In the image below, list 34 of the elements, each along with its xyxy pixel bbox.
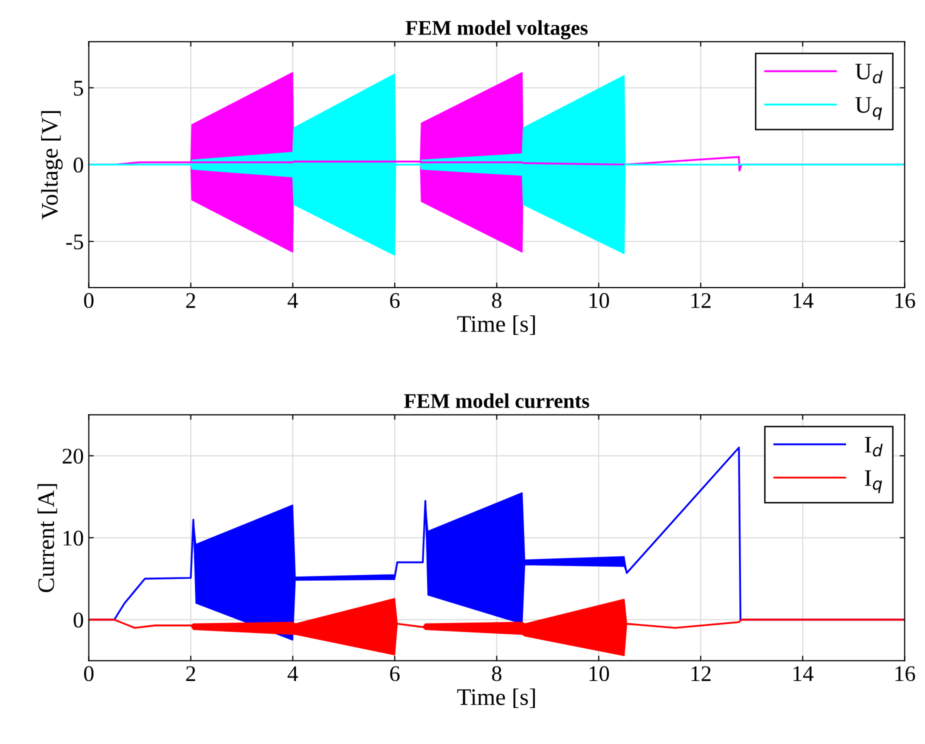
x-tick-label: 8 (492, 666, 502, 682)
x-tick-label: 14 (794, 666, 814, 681)
x-tick-label: 12 (692, 293, 711, 308)
y-axis-title: Current [A] (38, 484, 58, 592)
y-tick-label: 0 (74, 612, 84, 628)
legend-label: I$_{d}$ (864, 436, 883, 457)
x-tick-label: 8 (492, 293, 502, 308)
x-tick-label: 12 (692, 666, 711, 681)
x-tick-label: 6 (390, 666, 400, 682)
x-tick-label: 2 (186, 666, 196, 681)
legend-label: U$_{d}$ (855, 64, 883, 84)
x-tick-label: 16 (895, 293, 916, 308)
legend-label: U$_{q}$ (855, 97, 882, 120)
x-tick-label: 10 (590, 666, 609, 682)
x-tick-label: 2 (186, 293, 196, 308)
chart-title: FEM model currents (404, 393, 590, 408)
y-tick-label: -5 (66, 234, 84, 250)
legend-label: I$_{q}$ (864, 470, 882, 494)
y-tick-label: 20 (62, 448, 84, 464)
y-tick-label: 10 (64, 530, 84, 546)
x-tick-label: 16 (895, 666, 916, 682)
chart-title: FEM model voltages (406, 20, 588, 40)
y-tick-label: 5 (74, 80, 84, 96)
y-axis-title: Voltage [V] (41, 111, 63, 220)
x-axis-title: Time [s] (457, 688, 535, 708)
x-tick-label: 0 (84, 293, 94, 308)
x-tick-label: 6 (390, 293, 400, 308)
x-tick-label: 4 (288, 666, 298, 681)
x-tick-label: 10 (590, 293, 609, 308)
x-axis-title: Time [s] (457, 315, 535, 335)
y-tick-label: 0 (74, 158, 84, 173)
x-tick-label: 0 (84, 666, 94, 682)
x-tick-label: 4 (288, 293, 298, 308)
x-tick-label: 14 (794, 293, 814, 308)
